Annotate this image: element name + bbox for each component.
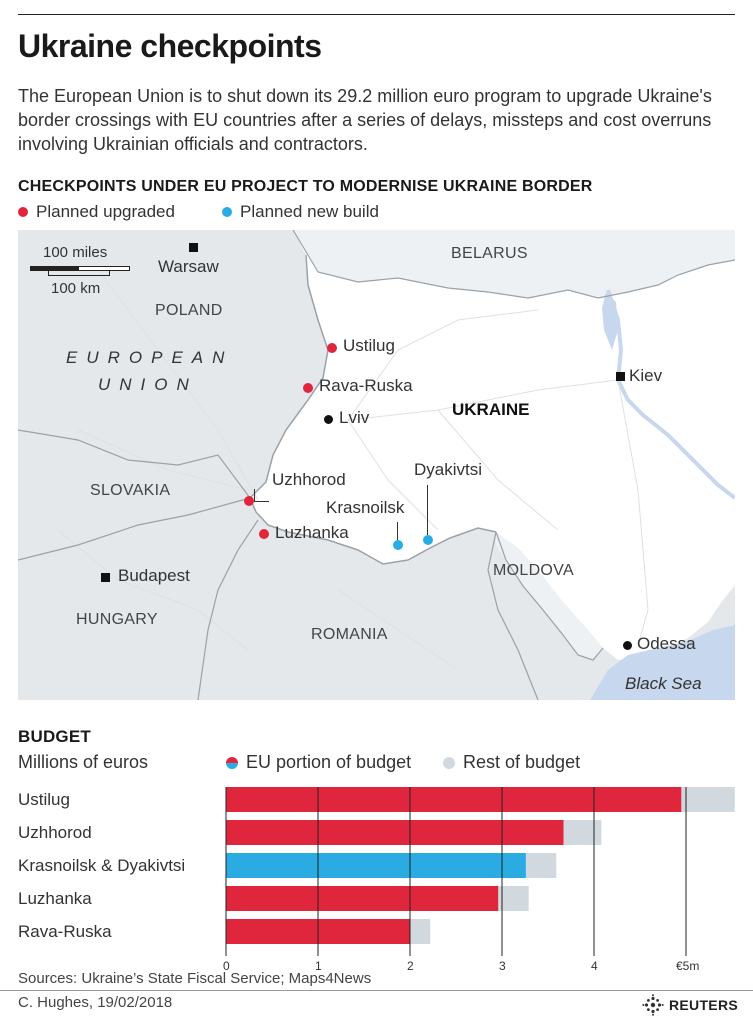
map-legend-newbuild: Planned new build bbox=[222, 202, 379, 222]
black-sea bbox=[590, 625, 735, 700]
checkpoint-luzhanka-marker[interactable] bbox=[259, 529, 269, 539]
label-belarus: BELARUS bbox=[451, 245, 528, 262]
scale-bar-segment bbox=[30, 266, 79, 271]
label-eu-line1: EUROPEAN bbox=[66, 348, 234, 367]
credit: C. Hughes, 19/02/2018 bbox=[18, 994, 173, 1011]
label-luzhanka: Luzhanka bbox=[275, 523, 349, 542]
label-moldova: MOLDOVA bbox=[493, 562, 574, 579]
label-rava-ruska: Rava-Ruska bbox=[319, 376, 413, 395]
reuters-logo: REUTERS bbox=[642, 994, 738, 1016]
krasnoilsk-leader-line bbox=[397, 522, 398, 540]
checkpoint-krasnoilsk-marker[interactable] bbox=[393, 540, 403, 550]
label-ukraine: UKRAINE bbox=[452, 400, 530, 419]
checkpoint-ustilug-marker[interactable] bbox=[327, 343, 337, 353]
category-label: Luzhanka bbox=[18, 889, 92, 908]
budget-title: BUDGET bbox=[18, 727, 91, 746]
map-legend-upgraded: Planned upgraded bbox=[18, 202, 175, 222]
intro-text: The European Union is to shut down its 2… bbox=[18, 86, 712, 154]
bar-eu-3 bbox=[226, 886, 499, 911]
bar-eu-2 bbox=[226, 853, 526, 878]
red-dot-icon bbox=[18, 207, 28, 217]
label-poland: POLAND bbox=[155, 302, 223, 319]
budapest-marker bbox=[101, 573, 110, 582]
bar-eu-4 bbox=[226, 919, 410, 944]
grey-dot-icon bbox=[443, 756, 455, 769]
belarus-territory bbox=[293, 230, 735, 298]
label-warsaw: Warsaw bbox=[158, 257, 219, 276]
checkpoint-dyakivtsi-marker[interactable] bbox=[423, 535, 433, 545]
label-krasnoilsk: Krasnoilsk bbox=[326, 498, 405, 517]
tick-label: 2 bbox=[407, 959, 414, 973]
footer-rule bbox=[0, 990, 753, 991]
budget-legend-eu-label: EU portion of budget bbox=[246, 752, 412, 772]
bar-eu-1 bbox=[226, 820, 564, 845]
page-title: Ukraine checkpoints bbox=[18, 28, 322, 64]
odessa-marker bbox=[623, 641, 632, 650]
map[interactable]: 100 miles 100 km BELARUS POLAND EUROPEAN… bbox=[18, 230, 735, 700]
category-label: Rava-Ruska bbox=[18, 922, 112, 941]
bar-eu-0 bbox=[226, 787, 682, 812]
label-romania: ROMANIA bbox=[311, 626, 388, 643]
checkpoint-uzhhorod-marker[interactable] bbox=[244, 496, 254, 506]
label-odessa: Odessa bbox=[637, 634, 696, 653]
category-label: Krasnoilsk & Dyakivtsi bbox=[18, 856, 185, 875]
label-budapest: Budapest bbox=[118, 566, 190, 585]
label-eu-line2: UNION bbox=[98, 375, 198, 394]
sources: Sources: Ukraine’s State Fiscal Service;… bbox=[18, 970, 372, 987]
moldova-territory bbox=[496, 532, 603, 660]
budget-legend-rest: Rest of budget bbox=[443, 752, 580, 773]
lviv-marker bbox=[324, 415, 333, 424]
dnieper-river bbox=[606, 289, 735, 500]
budget-legend-eu: EU portion of budget bbox=[226, 752, 411, 773]
map-legend-newbuild-label: Planned new build bbox=[240, 202, 379, 221]
bar-rest-3 bbox=[498, 886, 529, 911]
reuters-logo-text: REUTERS bbox=[669, 997, 738, 1013]
warsaw-marker bbox=[189, 243, 198, 252]
map-graphic bbox=[18, 230, 735, 700]
scale-bar-km bbox=[48, 271, 110, 276]
bar-rest-2 bbox=[525, 853, 557, 878]
tick-label: 4 bbox=[591, 959, 598, 973]
tick-label: 3 bbox=[499, 959, 506, 973]
map-legend-upgraded-label: Planned upgraded bbox=[36, 202, 175, 221]
bar-rest-0 bbox=[681, 787, 735, 812]
map-section-title: CHECKPOINTS UNDER EU PROJECT TO MODERNIS… bbox=[18, 178, 593, 195]
kiev-reservoir bbox=[602, 292, 618, 350]
budget-subtitle: Millions of euros bbox=[18, 752, 149, 772]
ukraine-territory bbox=[250, 230, 735, 660]
scale-miles: 100 miles bbox=[43, 244, 108, 261]
top-rule bbox=[18, 14, 735, 15]
half-red-blue-dot-icon bbox=[226, 756, 238, 769]
kiev-marker bbox=[616, 372, 625, 381]
label-kiev: Kiev bbox=[629, 366, 663, 385]
scale-km: 100 km bbox=[51, 280, 101, 297]
label-slovakia: SLOVAKIA bbox=[90, 482, 171, 499]
bar-rest-4 bbox=[410, 919, 431, 944]
label-dyakivtsi: Dyakivtsi bbox=[414, 460, 483, 479]
label-black-sea: Black Sea bbox=[625, 674, 702, 693]
bar-rest-1 bbox=[563, 820, 602, 845]
blue-dot-icon bbox=[222, 207, 232, 217]
reuters-logo-icon bbox=[642, 994, 664, 1016]
label-hungary: HUNGARY bbox=[76, 611, 158, 628]
budget-legend-rest-label: Rest of budget bbox=[463, 752, 581, 772]
label-uzhhorod: Uzhhorod bbox=[272, 470, 346, 489]
category-label: Uzhhorod bbox=[18, 823, 92, 842]
tick-label: €5m bbox=[676, 959, 699, 973]
label-lviv: Lviv bbox=[339, 408, 370, 427]
checkpoint-rava-marker[interactable] bbox=[303, 383, 313, 393]
uzhhorod-leader-line bbox=[254, 489, 269, 502]
category-label: Ustilug bbox=[18, 790, 70, 809]
label-ustilug: Ustilug bbox=[343, 336, 395, 355]
dyakivtsi-leader-line bbox=[427, 485, 428, 535]
